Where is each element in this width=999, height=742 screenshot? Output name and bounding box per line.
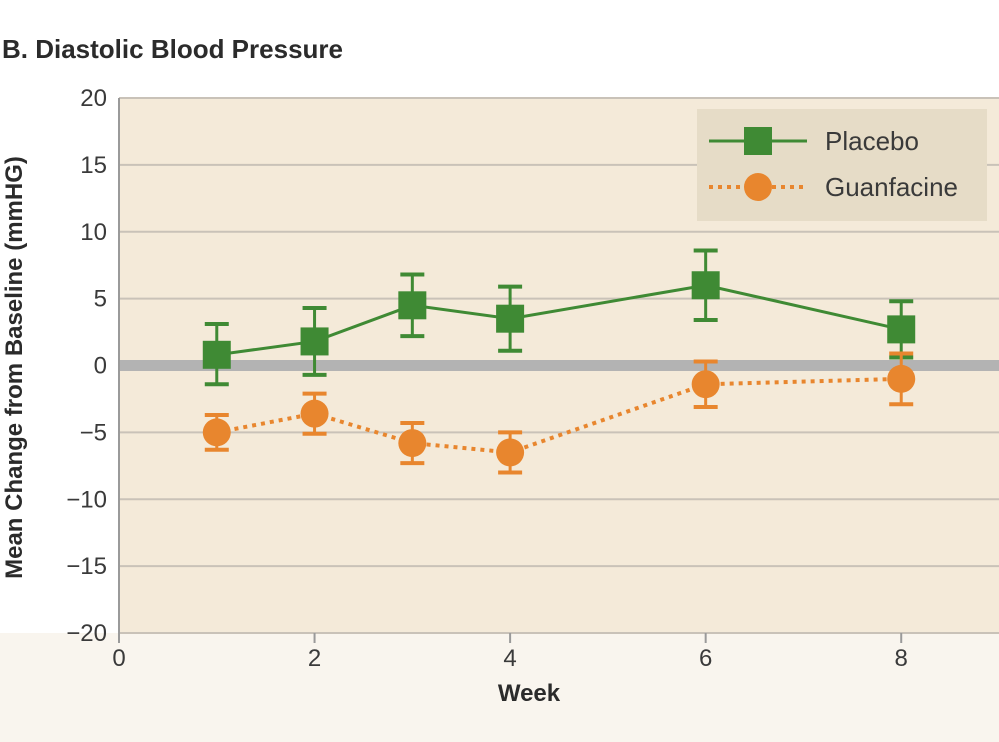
series-guanfacine (202, 351, 916, 475)
x-tick-label: 0 (112, 645, 125, 672)
data-point (691, 271, 720, 300)
x-tick-label: 2 (308, 645, 321, 672)
data-point (398, 291, 427, 320)
x-tick-label: 4 (503, 645, 516, 672)
legend-label: Guanfacine (825, 172, 958, 202)
y-tick-label: 5 (94, 286, 107, 313)
y-tick-label: 0 (94, 353, 107, 380)
data-point (887, 364, 916, 393)
y-tick-label: 15 (80, 152, 107, 179)
legend-label: Placebo (825, 126, 919, 156)
x-tick-label: 8 (895, 645, 908, 672)
grid-lines (119, 97, 999, 634)
series-layer (202, 248, 916, 475)
data-point (887, 315, 916, 344)
data-point (496, 438, 525, 467)
y-tick-label: −5 (80, 419, 107, 446)
data-point (202, 340, 231, 369)
y-tick-label: 20 (80, 85, 107, 112)
legend-marker (744, 127, 772, 155)
legend: Placebo Guanfacine (697, 109, 987, 221)
data-point (496, 304, 525, 333)
data-point (202, 418, 231, 447)
legend-marker (744, 173, 772, 201)
data-point (300, 327, 329, 356)
y-axis-title: Mean Change from Baseline (mmHG) (1, 156, 28, 579)
series-line (216, 376, 902, 455)
x-tick-label: 6 (699, 645, 712, 672)
chart-title: B. Diastolic Blood Pressure (2, 34, 343, 64)
series-line (216, 283, 902, 357)
y-tick-label: −15 (66, 553, 107, 580)
y-tick-label: −10 (66, 486, 107, 513)
data-point (398, 429, 427, 458)
x-axis-title: Week (498, 680, 561, 707)
y-tick-label: −20 (66, 620, 107, 647)
series-placebo (202, 248, 916, 387)
y-tick-label: 10 (80, 219, 107, 246)
data-point (300, 399, 329, 428)
data-point (691, 370, 720, 399)
lower-panel (0, 633, 999, 742)
